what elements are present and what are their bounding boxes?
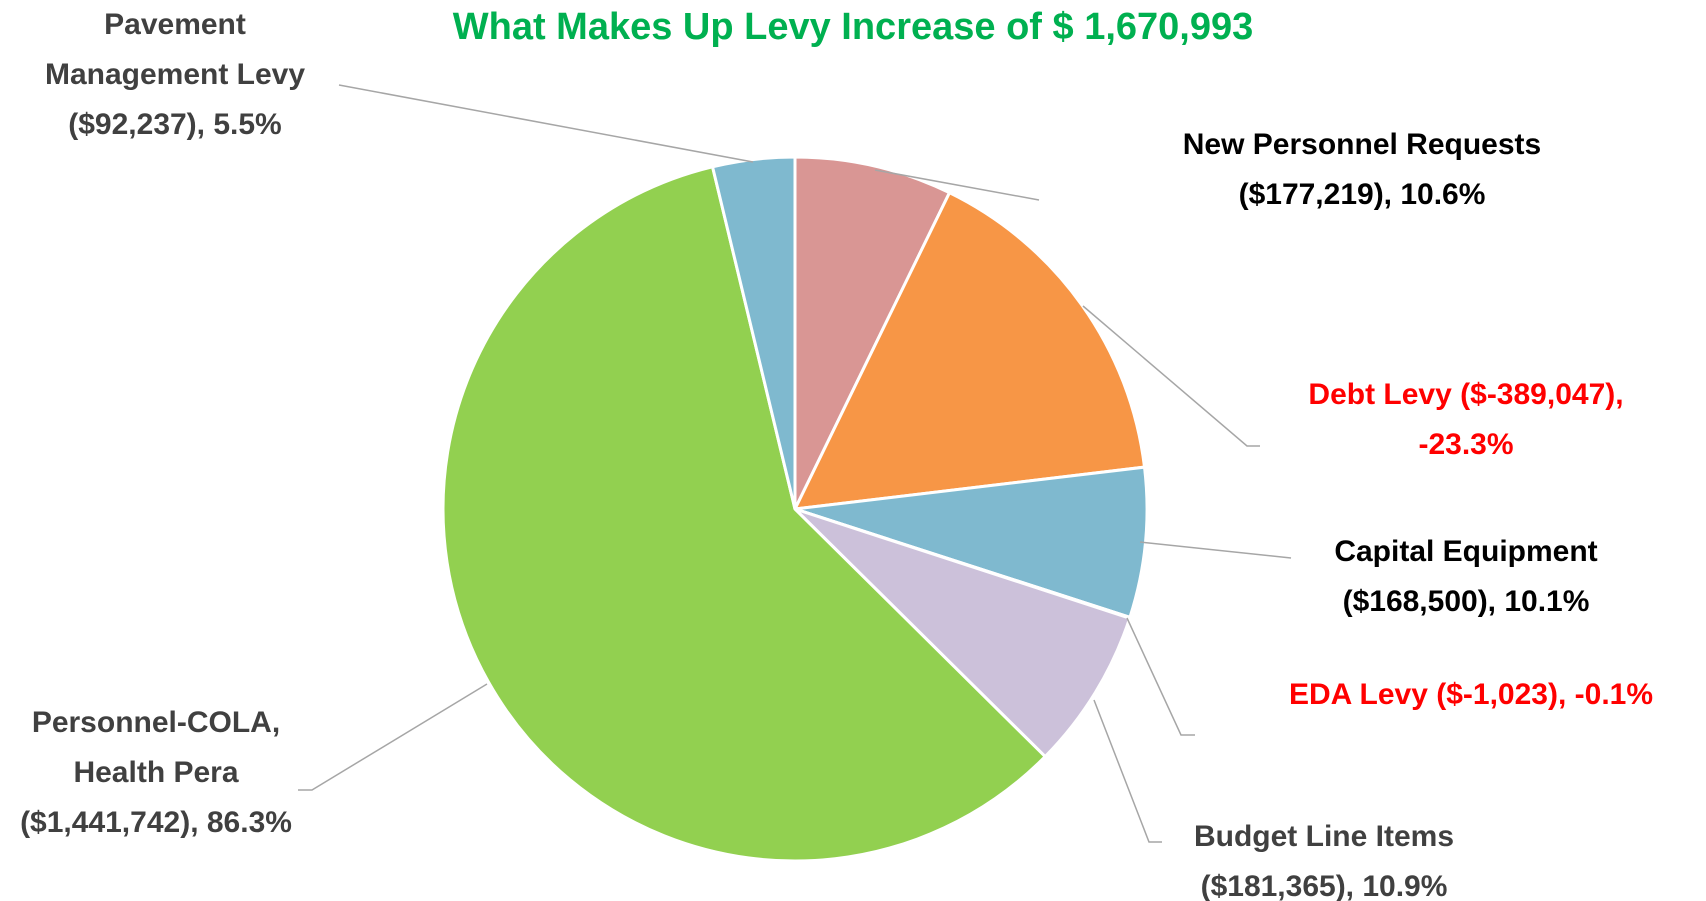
- chart-title: What Makes Up Levy Increase of $ 1,670,9…: [452, 6, 1254, 48]
- pie-slice: [793, 155, 952, 510]
- data-label: Pavement Management Levy ($92,237), 5.5%: [10, 0, 340, 150]
- label-value: ($168,500), 10.1%: [1342, 585, 1590, 618]
- label-value: ($1,441,742), 86.3%: [20, 806, 292, 839]
- data-label: Budget Line Items ($181,365), 10.9%: [1154, 812, 1494, 901]
- leader-line: [338, 84, 754, 163]
- data-label: Capital Equipment ($168,500), 10.1%: [1286, 527, 1646, 627]
- label-value: ($181,365), 10.9%: [1200, 870, 1448, 901]
- leader-line: [1139, 541, 1292, 559]
- pie-slice: [710, 155, 797, 510]
- label-name: Budget Line Items: [1193, 820, 1455, 853]
- data-label: EDA Levy ($-1,023), -0.1%: [1231, 670, 1706, 720]
- label-name: EDA Levy: [1288, 678, 1428, 711]
- leader-line: [1082, 305, 1260, 447]
- label-name: Personnel-COLA, Health Pera: [31, 706, 281, 789]
- label-value: ($-1,023), -0.1%: [1436, 678, 1654, 711]
- data-label: New Personnel Requests ($177,219), 10.6%: [1142, 120, 1582, 220]
- label-name: Pavement Management Levy: [44, 8, 306, 91]
- label-value: ($92,237), 5.5%: [68, 108, 282, 141]
- pie-slice: [793, 507, 1132, 759]
- label-value: ($-389,047), -23.3%: [1418, 378, 1624, 461]
- slices: [441, 155, 1149, 863]
- pie-slice: [441, 164, 1048, 863]
- label-name: Capital Equipment: [1334, 535, 1598, 568]
- label-name: Debt Levy: [1308, 378, 1452, 411]
- data-label: Personnel-COLA, Health Pera ($1,441,742)…: [6, 698, 306, 848]
- leader-line: [1093, 699, 1162, 843]
- data-label: Debt Levy ($-389,047), -23.3%: [1266, 370, 1666, 470]
- leader-line: [874, 169, 1040, 201]
- leader-line: [1126, 617, 1195, 736]
- leader-line: [298, 683, 488, 791]
- pie-slice: [792, 190, 1147, 511]
- label-name: New Personnel Requests: [1182, 128, 1542, 161]
- label-value: ($177,219), 10.6%: [1238, 178, 1486, 211]
